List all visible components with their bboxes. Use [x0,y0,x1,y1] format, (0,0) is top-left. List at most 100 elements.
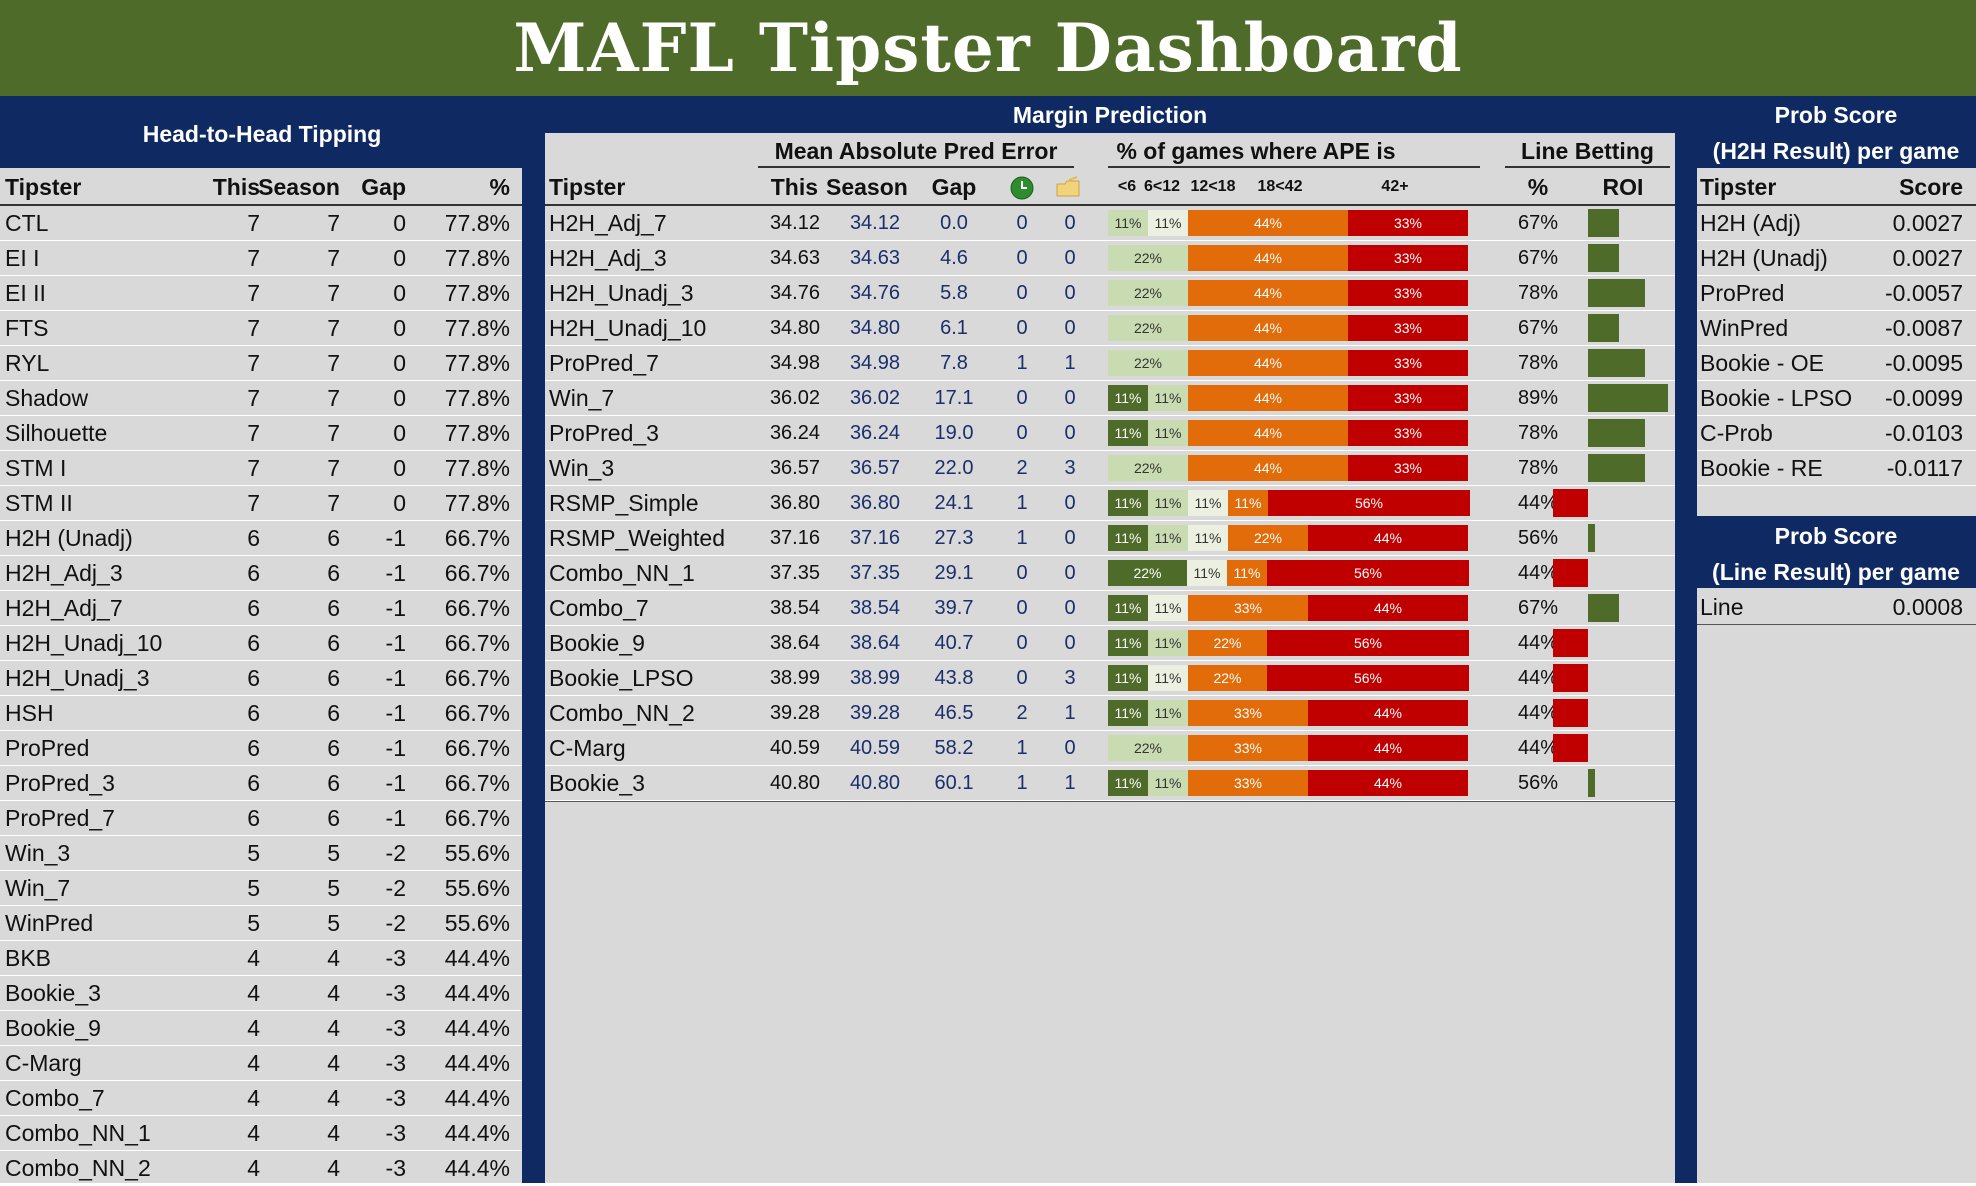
margin-cell-icon1-count: 0 [1016,282,1028,304]
h2h-cell-gap: -3 [385,1050,406,1076]
h2h-row-divider [0,800,522,801]
ape-bin-header: <6 [1117,178,1137,195]
green-clock-icon [1010,176,1034,200]
h2h-row-divider [0,275,522,276]
margin-panel [545,133,1675,1183]
ape-bar-segment: 44% [1308,525,1468,551]
h2h-row-divider [0,695,522,696]
ape-bar-segment: 11% [1108,525,1148,551]
ape-bar-segment: 33% [1188,700,1308,726]
h2h-row-divider [0,660,522,661]
line-cell-pct: 78% [1517,422,1559,444]
margin-cell-icon2-count: 1 [1064,702,1076,724]
margin-header-rule [545,204,1675,206]
margin-cell-tipster: RSMP_Weighted [549,525,725,551]
margin-cell-season: 36.24 [849,422,900,444]
margin-cell-icon2-count: 0 [1064,527,1076,549]
margin-cell-season: 38.64 [849,632,900,654]
prob-h2h-cell-tipster: ProPred [1700,280,1785,306]
h2h-row-divider [0,730,522,731]
margin-cell-season: 36.02 [849,387,900,409]
margin-cell-icon2-count: 0 [1064,632,1076,654]
mape-group-header: Mean Absolute Pred Error [774,138,1058,164]
line-cell-pct: 78% [1517,457,1559,479]
ape-bar-segment: 11% [1148,595,1188,621]
ape-bar-segment: 11% [1228,490,1268,516]
line-cell-pct: 56% [1517,772,1559,794]
h2h-cell-season: 5 [327,875,340,901]
ape-bar-segment: 11% [1188,490,1228,516]
h2h-cell-pct: 66.7% [444,560,510,586]
ape-bar-segment: 56% [1268,490,1470,516]
prob-row-divider [1697,275,1976,276]
prob-h2h-cell-score: -0.0095 [1884,350,1963,376]
line-cell-pct: 78% [1517,282,1559,304]
ape-bar-segment: 11% [1108,490,1148,516]
margin-cell-gap: 22.0 [934,457,974,479]
margin-cell-icon1-count: 0 [1016,387,1028,409]
h2h-cell-gap: -1 [385,595,406,621]
ape-bar-segment: 22% [1108,455,1188,481]
h2h-cell-season: 5 [327,910,340,936]
margin-cell-icon2-count: 0 [1064,597,1076,619]
h2h-cell-pct: 66.7% [444,805,510,831]
ape-bar-segment: 11% [1227,560,1267,586]
line-cell-pct: 67% [1517,317,1559,339]
ape-bar-segment: 44% [1188,245,1348,271]
ape-bar-segment: 11% [1148,490,1188,516]
h2h-cell-gap: -1 [385,735,406,761]
h2h-cell-pct: 77.8% [444,490,510,516]
margin-cell-season: 38.54 [849,597,900,619]
h2h-cell-pct: 66.7% [444,595,510,621]
margin-cell-tipster: ProPred_3 [549,420,659,446]
h2h-cell-pct: 44.4% [444,1085,510,1111]
h2h-cell-season: 6 [327,700,340,726]
dashboard-title: MAFL Tipster Dashboard [513,9,1463,87]
margin-cell-icon1-count: 0 [1016,422,1028,444]
h2h-cell-this: 6 [247,525,260,551]
margin-cell-tipster: Combo_NN_1 [549,560,695,586]
ape-bar-segment: 33% [1348,315,1468,341]
ape-bar-segment: 11% [1148,525,1188,551]
h2h-row-divider [0,870,522,871]
margin-cell-tipster: H2H_Unadj_10 [549,315,707,341]
margin-cell-icon1-count: 1 [1016,772,1028,794]
margin-cell-icon1-count: 1 [1016,352,1028,374]
h2h-cell-tipster: EI I [5,245,40,271]
margin-cell-gap: 40.7 [934,632,974,654]
h2h-cell-this: 4 [247,1120,260,1146]
h2h-cell-this: 6 [247,560,260,586]
margin-cell-tipster: H2H_Adj_7 [549,210,667,236]
h2h-cell-this: 6 [247,630,260,656]
prob-h2h-cell-tipster: Bookie - RE [1700,455,1823,481]
roi-bar [1588,349,1645,377]
line-betting-group-header: Line Betting [1521,138,1654,164]
h2h-cell-tipster: STM II [5,490,73,516]
h2h-cell-this: 4 [247,1155,260,1181]
roi-bar [1588,419,1645,447]
h2h-cell-tipster: H2H (Unadj) [5,525,133,551]
ape-bar-segment: 11% [1108,385,1148,411]
h2h-cell-tipster: RYL [5,350,50,376]
h2h-cell-season: 7 [327,455,340,481]
h2h-cell-gap: 0 [393,455,406,481]
margin-cell-gap: 43.8 [934,667,974,689]
h2h-cell-this: 6 [247,805,260,831]
h2h-cell-this: 7 [247,245,260,271]
prob-line-cell-score: 0.0008 [1892,594,1963,620]
margin-cell-icon2-count: 0 [1064,212,1076,234]
prob-h2h-cell-tipster: WinPred [1700,315,1789,341]
h2h-cell-pct: 66.7% [444,700,510,726]
h2h-cell-season: 7 [327,280,340,306]
h2h-cell-pct: 77.8% [444,280,510,306]
ape-bar-segment: 11% [1108,210,1148,236]
margin-cell-season: 34.63 [849,247,900,269]
ape-bar-segment: 33% [1348,245,1468,271]
prob-header-tipster: Tipster [1700,174,1777,200]
h2h-cell-tipster: Shadow [5,385,89,411]
prob-h2h-title-2: (H2H Result) per game [1712,138,1960,164]
margin-cell-this: 39.28 [769,702,820,724]
margin-header-tipster: Tipster [549,174,626,200]
roi-bar [1553,734,1588,762]
ape-bar-segment: 11% [1148,420,1188,446]
